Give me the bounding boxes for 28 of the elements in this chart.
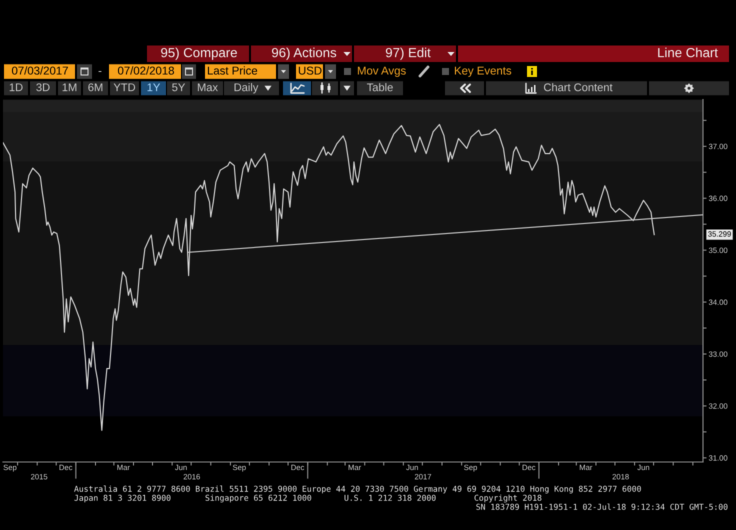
text: 3D <box>36 83 50 92</box>
text: Last Price <box>208 66 258 75</box>
text: 07/03/2017 <box>12 66 68 75</box>
text: 6M <box>88 83 102 92</box>
text: Australia 61 2 9777 8600 Brazil 5511 2395 9000 Europe 44 20 7330 7500 Germany 49 69 9204 1210 Hong Kong 852 2977 6000 <box>74 486 641 494</box>
text: U.S. 1 212 318 2000 <box>344 494 436 501</box>
text: 1Y <box>148 83 160 92</box>
text: 1D <box>10 83 23 92</box>
text: Chart Content <box>544 83 613 92</box>
text: Mov Avgs <box>358 66 406 77</box>
text: Line Chart <box>658 48 718 58</box>
text: Singapore 65 6212 1000 <box>206 494 312 502</box>
text: YTD <box>114 83 136 92</box>
text: 1M <box>62 83 76 92</box>
text: 96) Actions <box>272 48 336 60</box>
text: Japan 81 3 3201 8900 <box>74 494 170 502</box>
text: Max <box>198 83 218 92</box>
text: 95) Compare <box>161 48 237 60</box>
text: 07/02/2018 <box>118 66 174 75</box>
text: Key Events <box>454 66 512 77</box>
text: SN 183789 H191-1951-1 02-Jul-18 9:12:34 CDT GMT-5:00 <box>476 504 728 510</box>
text: USD <box>298 66 322 75</box>
text: 97) Edit <box>386 48 431 60</box>
text: - <box>98 71 102 72</box>
text: Daily <box>234 83 258 94</box>
text: Table <box>366 83 393 92</box>
text: 5Y <box>172 83 186 92</box>
text: Copyright 2018 <box>474 494 542 502</box>
